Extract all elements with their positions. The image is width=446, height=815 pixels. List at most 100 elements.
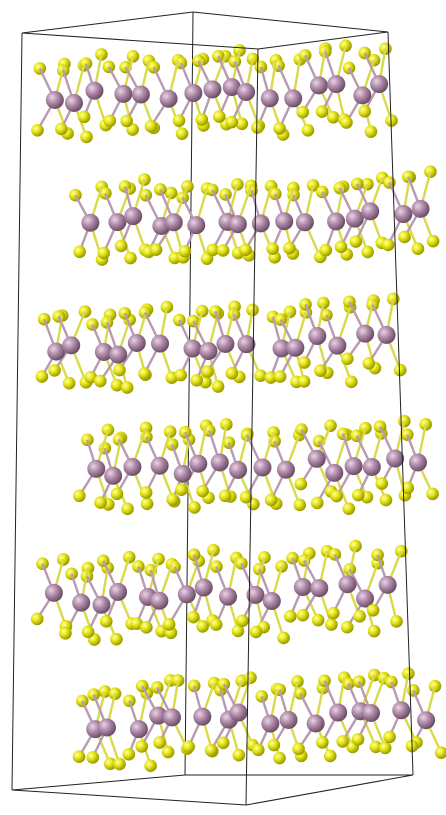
chalcogen-atom bbox=[369, 740, 383, 754]
metal-atom bbox=[114, 84, 133, 103]
metal-atom bbox=[127, 333, 146, 352]
chalcogen-atom bbox=[110, 632, 123, 646]
chalcogen-atom bbox=[149, 243, 163, 256]
chalcogen-atom bbox=[379, 493, 393, 507]
metal-atom bbox=[47, 342, 66, 361]
chalcogen-atom bbox=[301, 123, 315, 137]
chalcogen-atom bbox=[293, 498, 307, 512]
metal-atom bbox=[150, 591, 169, 610]
metal-atom bbox=[362, 457, 381, 476]
metal-atom bbox=[108, 213, 127, 232]
metal-atom bbox=[187, 216, 206, 235]
metal-atom bbox=[262, 592, 281, 611]
chalcogen-atom bbox=[296, 608, 310, 622]
metal-atom bbox=[370, 75, 389, 94]
metal-atom bbox=[307, 449, 326, 468]
chalcogen-atom bbox=[212, 110, 226, 123]
metal-atom bbox=[261, 714, 280, 733]
chalcogen-atom bbox=[225, 115, 239, 129]
metal-atom bbox=[151, 334, 170, 353]
metal-atom bbox=[222, 78, 241, 97]
metal-atom bbox=[295, 213, 314, 232]
chalcogen-atom bbox=[48, 364, 61, 377]
chalcogen-atom bbox=[120, 114, 133, 128]
metal-atom bbox=[228, 215, 247, 234]
chalcogen-atom bbox=[153, 736, 166, 749]
chalcogen-atom bbox=[124, 251, 137, 265]
chalcogen-atom bbox=[216, 244, 230, 257]
metal-atom bbox=[276, 460, 295, 479]
chalcogen-atom bbox=[393, 363, 407, 377]
metal-atom bbox=[194, 578, 213, 597]
chalcogen-atom bbox=[182, 740, 195, 754]
chalcogen-atom bbox=[175, 483, 188, 497]
chalcogen-atom bbox=[367, 624, 381, 638]
chalcogen-atom bbox=[426, 487, 439, 501]
metal-atom bbox=[203, 80, 222, 99]
metal-atom bbox=[272, 339, 291, 358]
chalcogen-atom bbox=[426, 234, 440, 248]
chalcogen-atom bbox=[378, 741, 392, 755]
chalcogen-atoms-front bbox=[72, 730, 446, 773]
chalcogen-atom bbox=[273, 122, 286, 135]
chalcogen-atom bbox=[351, 488, 365, 502]
chalcogen-atom bbox=[120, 381, 134, 394]
chalcogen-atom bbox=[110, 378, 124, 392]
chalcogen-atom bbox=[55, 122, 68, 136]
chalcogen-atoms-front bbox=[73, 477, 439, 516]
chalcogen-atoms-back bbox=[81, 414, 433, 455]
metal-atom bbox=[72, 593, 91, 612]
metal-atom bbox=[246, 585, 265, 604]
metal-atom bbox=[377, 325, 396, 344]
chalcogen-atom bbox=[353, 610, 366, 623]
chalcogen-atom bbox=[204, 743, 218, 757]
chalcogen-atom bbox=[267, 738, 281, 752]
chalcogen-atom bbox=[35, 370, 49, 383]
metal-atom bbox=[64, 93, 83, 112]
atomic-layer-5 bbox=[30, 539, 408, 646]
chalcogen-atom bbox=[334, 240, 348, 254]
chalcogen-atom bbox=[306, 179, 320, 192]
chalcogen-atom bbox=[239, 490, 253, 504]
metal-atom bbox=[189, 454, 208, 473]
chalcogen-atom bbox=[174, 368, 188, 382]
metal-atom bbox=[353, 86, 372, 105]
chalcogen-atom bbox=[390, 615, 403, 628]
metal-atom bbox=[327, 212, 346, 231]
metal-atom bbox=[260, 89, 279, 108]
metal-atom bbox=[87, 459, 106, 478]
chalcogen-atom bbox=[251, 121, 264, 134]
chalcogen-atom bbox=[161, 745, 175, 759]
metal-atom bbox=[284, 89, 303, 108]
metal-atom bbox=[286, 338, 305, 357]
chalcogen-atom bbox=[201, 365, 214, 378]
chalcogen-atom bbox=[292, 742, 305, 756]
chalcogen-atom bbox=[323, 749, 337, 763]
chalcogen-atom bbox=[398, 230, 411, 244]
metal-atom bbox=[328, 336, 347, 355]
chalcogen-atom bbox=[196, 620, 209, 633]
metal-atom bbox=[129, 720, 148, 739]
chalcogen-atom bbox=[326, 110, 340, 124]
metal-atom bbox=[417, 711, 436, 730]
chalcogen-atom bbox=[232, 748, 246, 762]
metal-atom bbox=[327, 75, 346, 94]
metal-atom bbox=[378, 575, 397, 594]
chalcogen-atom bbox=[80, 130, 93, 144]
chalcogen-atom bbox=[211, 380, 225, 393]
chalcogen-atom bbox=[366, 603, 380, 617]
metal-atom bbox=[216, 334, 235, 353]
chalcogen-atom bbox=[273, 370, 287, 383]
metal-atoms bbox=[86, 701, 436, 739]
metal-atom bbox=[356, 589, 375, 608]
metal-atom bbox=[219, 587, 238, 606]
chalcogen-atom bbox=[310, 496, 324, 510]
chalcogen-atom bbox=[428, 679, 442, 693]
chalcogen-atom bbox=[166, 493, 179, 506]
metal-atom bbox=[183, 339, 202, 358]
chalcogen-atom bbox=[316, 736, 329, 749]
atomic-layer-3 bbox=[35, 292, 407, 394]
chalcogen-atom bbox=[297, 375, 311, 388]
chalcogen-atom bbox=[264, 371, 278, 384]
